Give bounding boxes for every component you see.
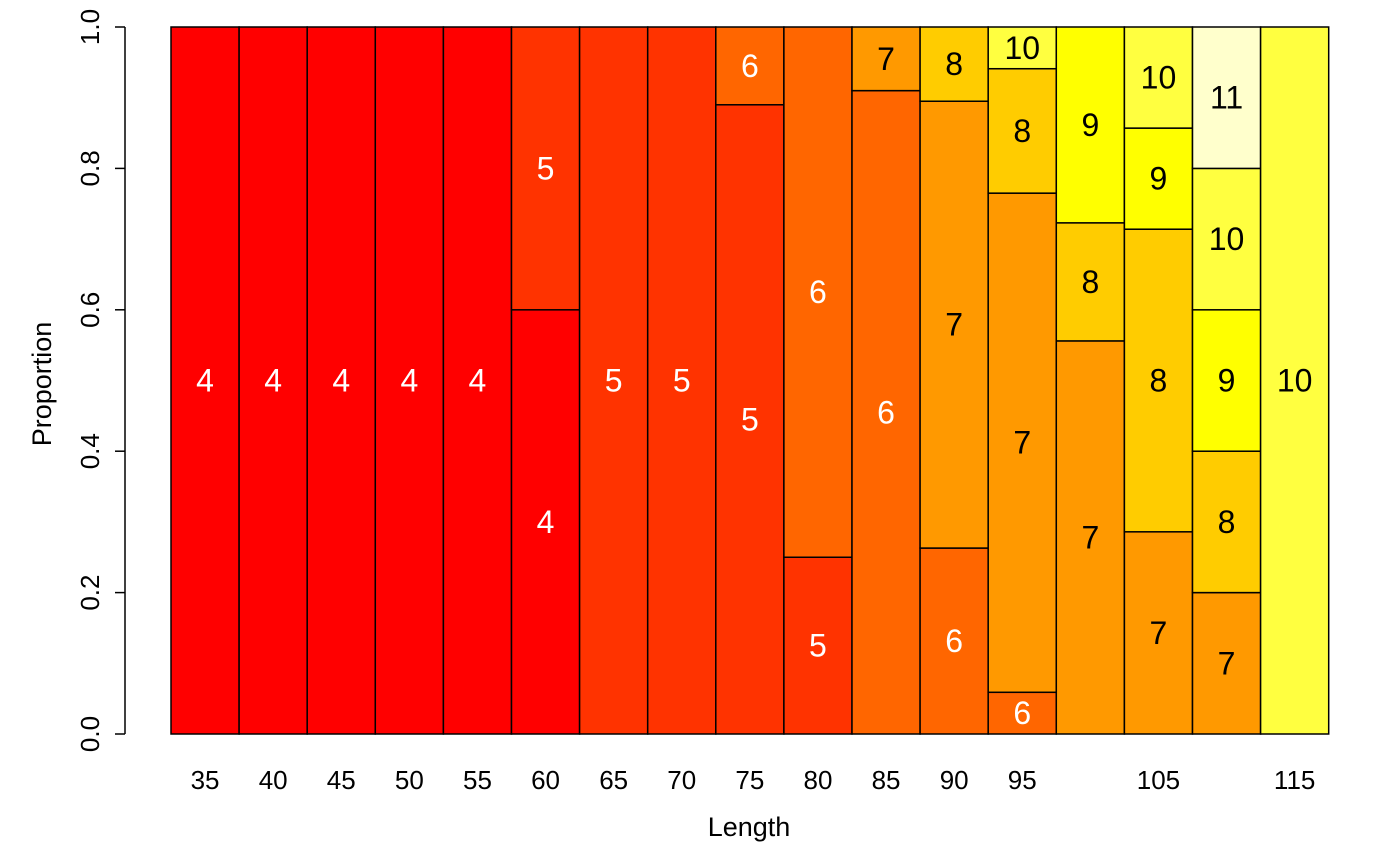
y-axis: 0.0 0.2 0.4 0.6 0.8 1.0 [75, 9, 126, 752]
segment-label-90-age-7: 7 [945, 307, 963, 343]
bar-segment-100-age-9 [1055, 26, 1126, 224]
x-axis-title: Length [708, 812, 791, 842]
segment-label-105-age-8: 8 [1150, 363, 1168, 399]
x-tick-label-65: 65 [599, 765, 628, 795]
y-tick-label-1.0: 1.0 [75, 9, 105, 45]
y-tick-label-0.2: 0.2 [75, 575, 105, 611]
x-tick-label-40: 40 [259, 765, 288, 795]
segment-label-100-age-8: 8 [1081, 264, 1099, 300]
bar-segment-45-age-4 [306, 26, 377, 735]
bar-segment-60-age-5 [510, 26, 581, 311]
segment-label-95-age-6: 6 [1013, 695, 1031, 731]
segment-label-75-age-6: 6 [741, 48, 759, 84]
bar-segment-90-age-8 [919, 26, 989, 102]
segment-label-80-age-5: 5 [809, 628, 827, 664]
segment-label-85-age-7: 7 [877, 41, 895, 77]
segment-label-80-age-6: 6 [809, 274, 827, 310]
bar-segment-75-age-5 [715, 104, 785, 735]
segment-label-75-age-5: 5 [741, 401, 759, 437]
segment-label-110-age-8: 8 [1218, 504, 1236, 540]
segment-label-105-age-9: 9 [1150, 161, 1168, 197]
segment-label-90-age-8: 8 [945, 46, 963, 82]
bar-segment-95-age-6 [987, 691, 1058, 735]
x-tick-label-50: 50 [395, 765, 424, 795]
segment-label-95-age-8: 8 [1013, 113, 1031, 149]
bar-segment-115-age-10 [1259, 26, 1330, 735]
bar-segment-60-age-4 [510, 309, 581, 735]
segment-label-100-age-9: 9 [1081, 107, 1099, 143]
segment-label-110-age-10: 10 [1209, 221, 1245, 257]
bar-segment-80-age-6 [783, 26, 853, 558]
x-tick-label-45: 45 [327, 765, 356, 795]
segment-label-105-age-7: 7 [1150, 615, 1168, 651]
segment-label-70-age-5: 5 [673, 363, 691, 399]
y-tick-label-0.6: 0.6 [75, 292, 105, 328]
x-tick-label-35: 35 [191, 765, 220, 795]
bar-segment-50-age-4 [374, 26, 445, 735]
x-tick-label-115: 115 [1274, 765, 1315, 795]
y-axis-title: Proportion [27, 322, 57, 447]
bar-segment-95-age-8 [987, 67, 1058, 194]
bar-segment-100-age-7 [1055, 340, 1126, 735]
bar-segment-110-age-11 [1191, 26, 1262, 170]
segment-label-50-age-4: 4 [400, 363, 418, 399]
segment-label-110-age-7: 7 [1218, 645, 1236, 681]
bar-segment-95-age-7 [987, 192, 1058, 694]
bar-segment-70-age-5 [646, 26, 717, 735]
segment-label-45-age-4: 4 [332, 363, 350, 399]
bars-layer [170, 26, 1330, 735]
bar-segment-105-age-10 [1123, 26, 1194, 129]
bar-segment-105-age-8 [1123, 228, 1194, 533]
segment-label-110-age-11: 11 [1210, 80, 1243, 116]
segment-label-95-age-10: 10 [1004, 30, 1040, 66]
x-tick-label-75: 75 [735, 765, 764, 795]
segment-label-65-age-5: 5 [605, 363, 623, 399]
segment-label-90-age-6: 6 [945, 623, 963, 659]
bar-segment-95-age-10 [987, 26, 1058, 70]
segment-label-40-age-4: 4 [264, 363, 282, 399]
bar-segment-55-age-4 [442, 26, 513, 735]
bar-segment-80-age-5 [783, 556, 853, 735]
bar-segment-35-age-4 [170, 26, 240, 735]
segment-label-60-age-4: 4 [537, 504, 555, 540]
segment-label-110-age-9: 9 [1218, 363, 1236, 399]
bar-segment-90-age-7 [919, 100, 989, 549]
x-tick-label-90: 90 [940, 765, 969, 795]
segment-label-95-age-7: 7 [1013, 425, 1031, 461]
x-axis: 35 40 45 50 55 60 65 70 75 80 85 90 95 105 115 [191, 765, 1316, 795]
bar-segment-65-age-5 [578, 26, 649, 735]
segment-label-100-age-7: 7 [1081, 519, 1099, 555]
segment-label-55-age-4: 4 [469, 363, 487, 399]
x-tick-label-95: 95 [1008, 765, 1037, 795]
x-tick-label-85: 85 [872, 765, 901, 795]
segment-label-85-age-6: 6 [877, 394, 895, 430]
segment-labels-layer: 4 4 4 4 4 4 5 5 5 5 6 5 6 6 7 6 7 8 6 7 8 10 7 8 9 7 8 9 10 7 8 9 10 11 10 [196, 30, 1312, 731]
segment-label-105-age-10: 10 [1141, 60, 1177, 96]
x-tick-label-55: 55 [463, 765, 492, 795]
x-tick-label-105: 105 [1137, 765, 1180, 795]
x-tick-label-70: 70 [667, 765, 696, 795]
bar-segment-90-age-6 [919, 547, 989, 735]
segment-label-115-age-10: 10 [1277, 363, 1313, 399]
bar-segment-40-age-4 [238, 26, 308, 735]
y-tick-label-0.8: 0.8 [75, 150, 105, 186]
y-tick-label-0.0: 0.0 [75, 716, 105, 752]
y-tick-label-0.4: 0.4 [75, 433, 105, 469]
bar-segment-105-age-9 [1123, 127, 1194, 230]
segment-label-60-age-5: 5 [537, 150, 555, 186]
x-tick-label-80: 80 [803, 765, 832, 795]
x-tick-label-60: 60 [531, 765, 560, 795]
segment-label-35-age-4: 4 [196, 363, 214, 399]
